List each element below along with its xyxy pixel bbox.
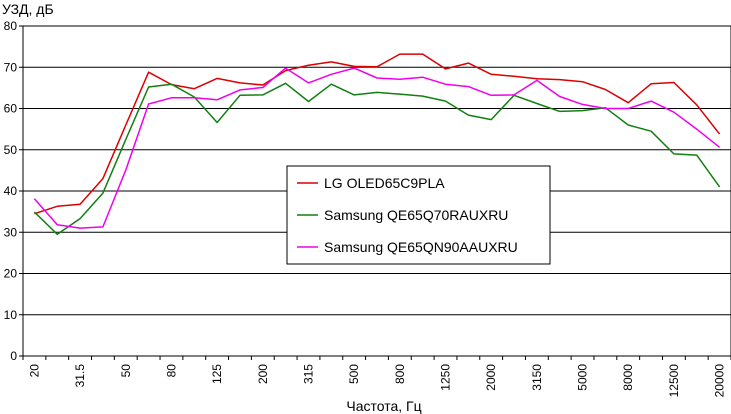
x-tick-label: 315 (301, 364, 315, 384)
x-tick-label: 1250 (439, 364, 453, 391)
series-line-2 (33, 82, 721, 236)
legend-label: Samsung QE65Q70RAUXRU (324, 207, 508, 223)
y-axis-ticks: 0 10 20 30 40 50 60 70 80 (4, 19, 23, 363)
plot-area (22, 25, 731, 357)
x-tick-label: 20000 (713, 364, 727, 398)
y-axis-title: УЗД, дБ (2, 1, 54, 17)
x-tick-label: 80 (164, 364, 178, 378)
x-tick-label: 31.5 (73, 364, 87, 388)
x-tick-label: 20 (27, 364, 41, 378)
series-line-3 (33, 67, 721, 229)
x-tick-label: 50 (119, 364, 133, 378)
series-group (33, 53, 721, 236)
y-tick-label: 30 (4, 225, 18, 239)
x-tick-label: 12500 (667, 364, 681, 398)
x-axis-title: Частота, Гц (346, 398, 421, 414)
x-tick-label: 800 (393, 364, 407, 384)
y-tick-label: 80 (4, 19, 18, 33)
y-tick-label: 50 (4, 143, 18, 157)
x-tick-label: 2000 (484, 364, 498, 391)
x-axis-ticks: 20 31.5 50 80 125 200 315 500 800 1250 2000 3150 500… (22, 356, 731, 398)
y-tick-label: 60 (4, 102, 18, 116)
x-tick-label: 500 (347, 364, 361, 384)
x-tick-label: 3150 (530, 364, 544, 391)
legend-box (286, 165, 551, 265)
legend-label: LG OLED65C9PLA (324, 175, 445, 191)
y-tick-label: 10 (4, 308, 18, 322)
series-line-1 (34, 53, 721, 215)
y-tick-label: 40 (4, 184, 18, 198)
x-tick-label: 8000 (621, 364, 635, 391)
x-tick-label: 5000 (576, 364, 590, 391)
legend: LG OLED65C9PLA Samsung QE65Q70RAUXRU Samsu… (286, 165, 551, 265)
x-tick-label: 200 (256, 364, 270, 384)
legend-label: Samsung QE65QN90AAUXRU (324, 239, 518, 255)
y-tick-label: 70 (4, 60, 18, 74)
y-tick-label: 0 (10, 349, 17, 363)
y-tick-label: 20 (4, 267, 18, 281)
x-tick-label: 125 (210, 364, 224, 384)
